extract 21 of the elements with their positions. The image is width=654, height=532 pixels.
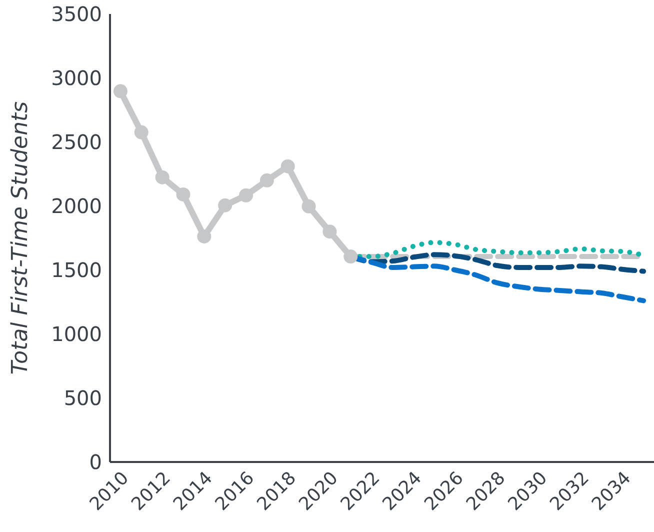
point [302, 199, 316, 214]
point [176, 187, 190, 202]
y-tick-label: 2500 [51, 130, 102, 154]
y-tick-label: 3500 [51, 2, 102, 26]
point [218, 198, 232, 212]
y-tick-label: 1500 [51, 258, 102, 282]
point [344, 250, 358, 264]
y-tick-label: 3000 [51, 66, 102, 90]
point [113, 84, 128, 98]
y-tick-label: 1000 [51, 322, 102, 346]
y-tick-label: 0 [89, 450, 102, 474]
point [155, 170, 170, 184]
point [239, 188, 253, 202]
point [322, 224, 337, 239]
y-tick-label: 2000 [51, 194, 102, 218]
y-axis-title: Total First-Time Students [8, 101, 33, 375]
y-tick-label: 500 [64, 386, 102, 410]
point [260, 173, 274, 188]
point [197, 229, 212, 244]
point [280, 159, 295, 174]
point [134, 125, 148, 140]
